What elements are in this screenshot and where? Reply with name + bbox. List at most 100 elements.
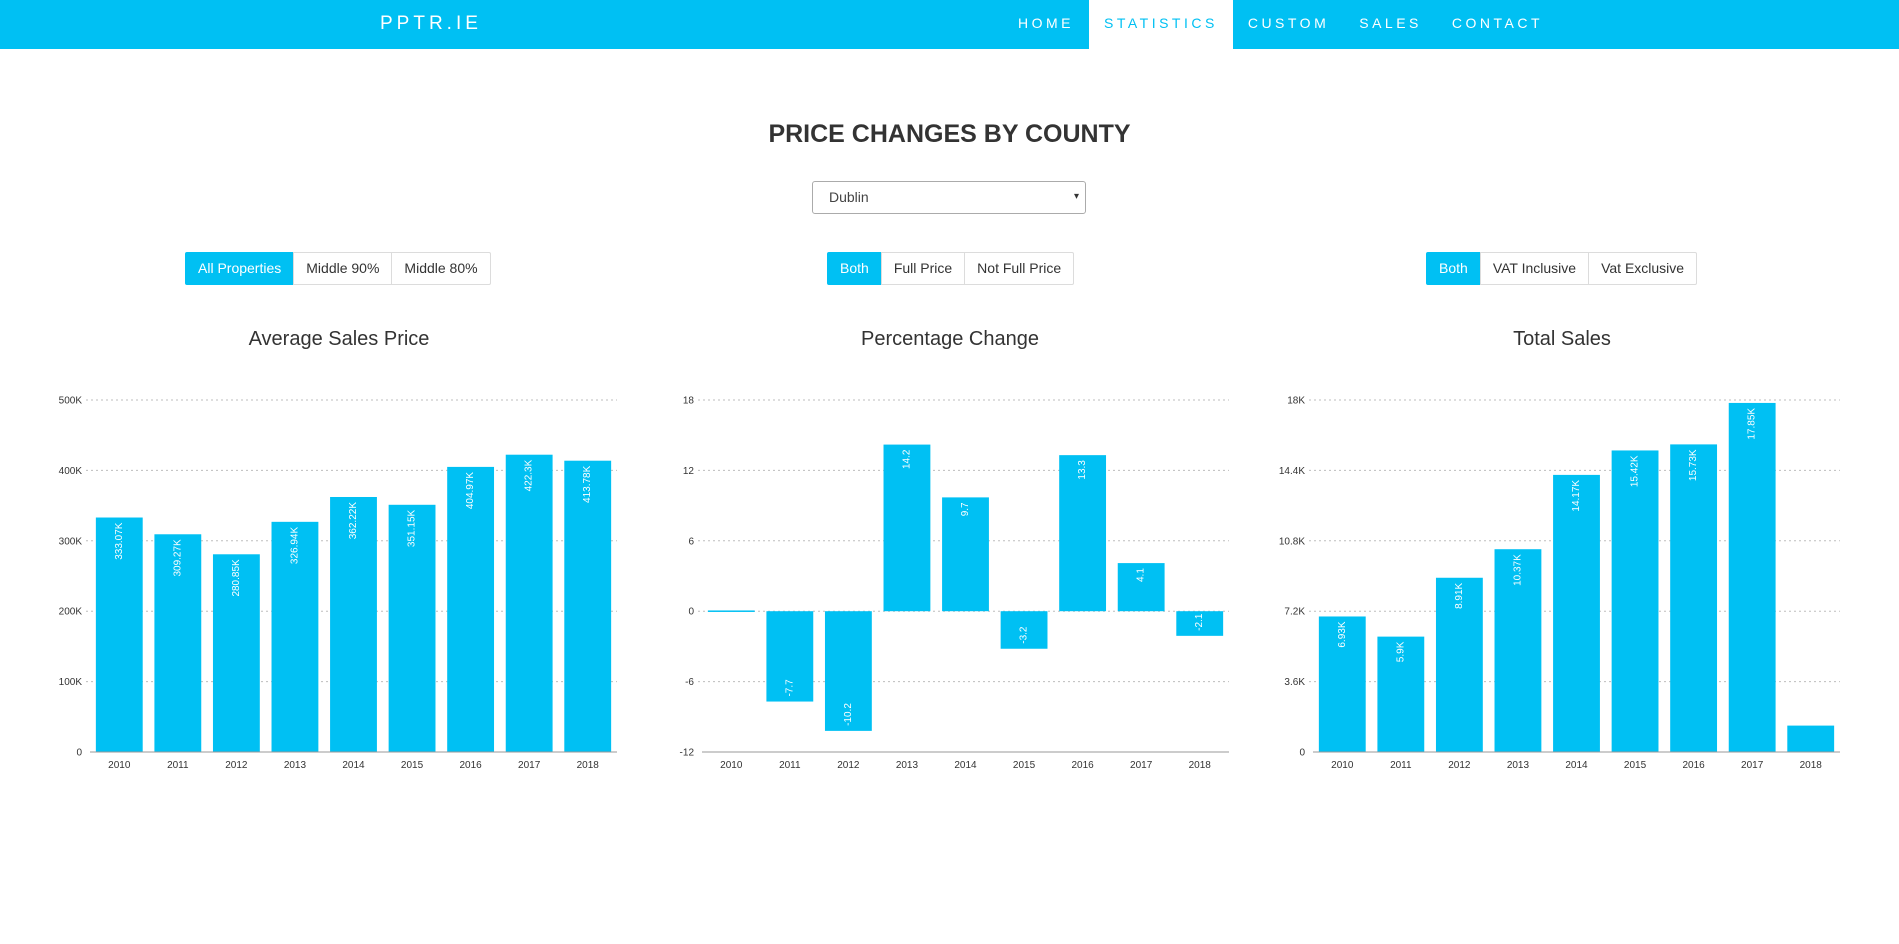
x-tick-label: 2016 [1071, 760, 1094, 771]
nav-statistics[interactable]: STATISTICS [1089, 0, 1233, 49]
vat-exclusive-button[interactable]: Vat Exclusive [1588, 252, 1698, 285]
bar-2012[interactable] [824, 611, 872, 731]
price-filter-group: Both Full Price Not Full Price [827, 252, 1075, 285]
chart-title-percentage-change: Percentage Change [861, 328, 1039, 350]
price-both-button[interactable]: Both [827, 252, 882, 285]
x-tick-label: 2011 [167, 760, 189, 771]
property-filter-group: All Properties Middle 90% Middle 80% [185, 252, 491, 285]
bar-value-label: 422.3K [524, 459, 535, 491]
x-tick-label: 2017 [518, 760, 541, 771]
x-tick-label: 2014 [342, 760, 365, 771]
full-price-button[interactable]: Full Price [880, 252, 966, 285]
bar-2011[interactable] [1377, 636, 1425, 752]
bar-2013[interactable] [271, 521, 319, 752]
x-tick-label: 2018 [577, 760, 600, 771]
bar-value-label: 13.3 [1077, 460, 1088, 480]
bar-2017[interactable] [505, 454, 553, 752]
vat-filter-group: Both VAT Inclusive Vat Exclusive [1426, 252, 1698, 285]
bar-2012[interactable] [212, 554, 260, 752]
bar-value-label: 15.73K [1688, 449, 1699, 481]
bar-2010[interactable] [1318, 616, 1366, 752]
y-tick-label: 10.8K [1279, 536, 1305, 547]
bar-2016[interactable] [1059, 455, 1107, 612]
middle-80-button[interactable]: Middle 80% [391, 252, 491, 285]
total-sales-chart: 0 3.6K 7.2K 10.8K 14.4K 18K 6.93K 2010 5.9K 2011 8… [1279, 396, 1840, 771]
bar-value-label: 15.42K [1630, 455, 1641, 487]
vat-inclusive-button[interactable]: VAT Inclusive [1479, 252, 1590, 285]
bar-value-label: 9.7 [960, 502, 971, 516]
middle-90-button[interactable]: Middle 90% [293, 252, 393, 285]
bar-2017[interactable] [1117, 563, 1165, 612]
bar-2017[interactable] [1728, 402, 1776, 752]
bar-2012[interactable] [1435, 577, 1483, 752]
y-tick-label: 18K [1287, 396, 1305, 407]
x-tick-label: 2013 [1507, 760, 1530, 771]
bar-value-label: -7.7 [784, 679, 795, 697]
brand-logo[interactable]: PPTR.IE [380, 13, 482, 34]
bar-value-label: 10.37K [1512, 554, 1523, 586]
bar-2016[interactable] [1670, 444, 1718, 752]
bar-2018[interactable] [1176, 611, 1224, 636]
bar-2018[interactable] [1787, 725, 1835, 752]
nav-home[interactable]: HOME [1018, 15, 1074, 31]
bar-2013[interactable] [1494, 549, 1542, 752]
bar-2015[interactable] [1611, 450, 1659, 752]
bar-value-label: 5.9K [1395, 641, 1406, 662]
county-select[interactable]: Dublin ▾ [812, 181, 1086, 214]
bar-2018[interactable] [564, 460, 612, 752]
bar-value-label: -3.2 [1019, 626, 1030, 644]
bar-value-label: 351.15K [407, 509, 418, 547]
bar-2010[interactable] [95, 517, 143, 752]
bar-value-label: 404.97K [465, 472, 476, 510]
x-tick-label: 2013 [284, 760, 307, 771]
page-title: PRICE CHANGES BY COUNTY [768, 120, 1131, 148]
y-tick-label: 12 [683, 466, 695, 477]
bar-2015[interactable] [388, 504, 436, 752]
nav-contact[interactable]: CONTACT [1451, 15, 1544, 31]
bar-2013[interactable] [883, 444, 931, 612]
bar-2016[interactable] [447, 466, 495, 752]
x-tick-label: 2010 [1331, 760, 1354, 771]
y-tick-label: 500K [59, 396, 83, 407]
not-full-price-button[interactable]: Not Full Price [964, 252, 1075, 285]
bar-value-label: 413.78K [582, 465, 593, 503]
navbar: PPTR.IE HOME STATISTICS CUSTOM SALES CON… [0, 0, 1899, 49]
y-tick-label: 300K [59, 536, 83, 547]
dropdown-arrow-icon: ▾ [1073, 191, 1079, 202]
x-tick-label: 2012 [225, 760, 248, 771]
bar-value-label: 326.94K [289, 527, 300, 565]
x-tick-label: 2012 [837, 760, 860, 771]
nav-custom[interactable]: CUSTOM [1247, 15, 1330, 31]
y-tick-label: 400K [59, 466, 83, 477]
bar-2010[interactable] [707, 610, 755, 612]
vat-both-button[interactable]: Both [1426, 252, 1481, 285]
y-tick-label: 0 [1299, 748, 1305, 759]
x-tick-label: 2015 [401, 760, 424, 771]
x-tick-label: 2014 [1565, 760, 1588, 771]
x-tick-label: 2018 [1189, 760, 1212, 771]
all-properties-button[interactable]: All Properties [185, 252, 295, 285]
y-tick-label: 3.6K [1284, 677, 1305, 688]
bar-2014[interactable] [942, 497, 989, 612]
nav-sales[interactable]: SALES [1359, 15, 1422, 31]
county-select-value: Dublin [829, 189, 869, 205]
bar-value-label: -2.1 [1194, 613, 1205, 631]
average-sales-price-chart: 0 100K 200K 300K 400K 500K 333.07K 2010 309.27K 2… [59, 396, 617, 771]
bar-value-label: 14.2 [901, 449, 912, 469]
y-tick-label: -12 [680, 748, 695, 759]
y-tick-label: 0 [76, 748, 82, 759]
y-tick-label: 7.2K [1284, 607, 1305, 618]
bar-2014[interactable] [1553, 474, 1600, 752]
bar-value-label: 6.93K [1337, 621, 1348, 647]
bar-value-label: 333.07K [114, 522, 125, 560]
bar-2011[interactable] [154, 534, 202, 752]
bar-2014[interactable] [330, 496, 377, 752]
y-tick-label: 14.4K [1279, 466, 1305, 477]
bar-2011[interactable] [766, 611, 814, 702]
x-tick-label: 2015 [1624, 760, 1647, 771]
x-tick-label: 2017 [1130, 760, 1153, 771]
bar-value-label: 17.85K [1747, 408, 1758, 440]
y-tick-label: 100K [59, 677, 83, 688]
x-tick-label: 2010 [108, 760, 131, 771]
bar-2015[interactable] [1000, 611, 1048, 649]
